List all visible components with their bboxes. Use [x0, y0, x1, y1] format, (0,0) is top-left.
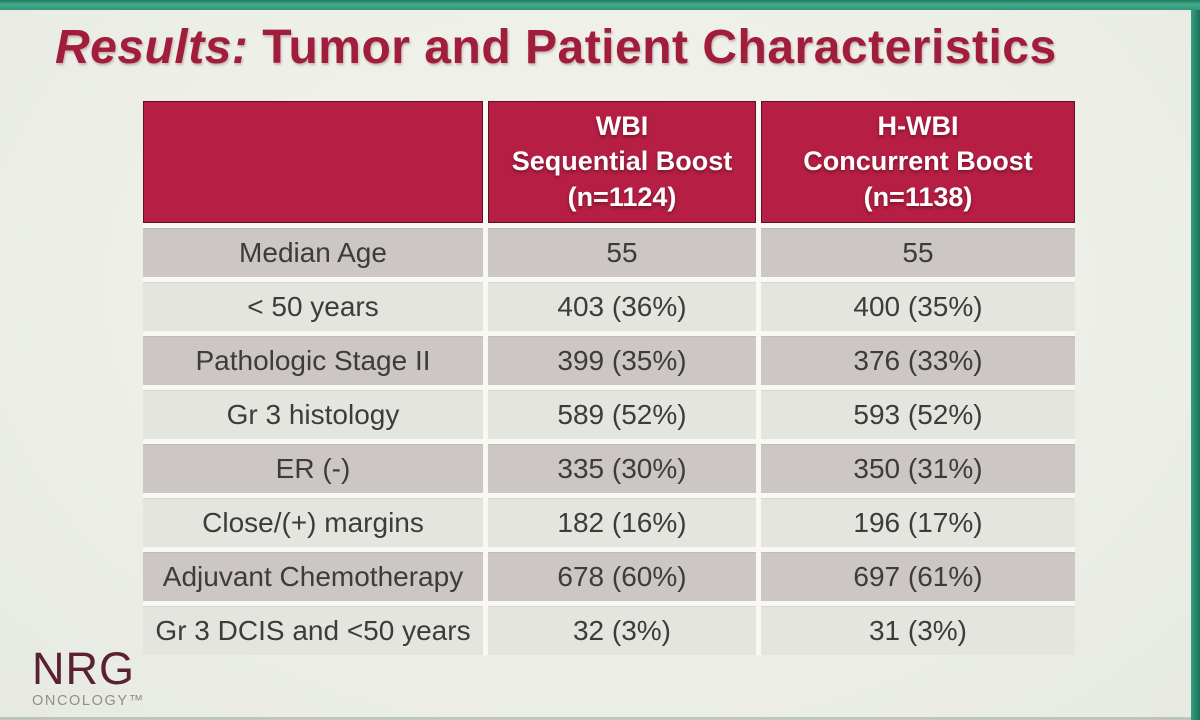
- row-pathologic-stage2-wbi-value: 399 (35%): [488, 336, 756, 385]
- nrg-oncology-logo: NRG ONCOLOGY™: [32, 646, 145, 709]
- row-adjuvant-chemotherapy-wbi-value: 678 (60%): [488, 552, 756, 601]
- row-gr3-dcis-under50-wbi-value: 32 (3%): [488, 606, 756, 655]
- slide-frame-bottom-edge: [0, 717, 1200, 720]
- tumor-patient-characteristics-table: WBI Sequential Boost (n=1124) H-WBI Conc…: [143, 101, 1075, 655]
- slide-title-results-emphasis: Results:: [55, 21, 249, 74]
- row-gr3-dcis-under50-label: Gr 3 DCIS and <50 years: [143, 606, 483, 655]
- row-median-age-hwbi-value: 55: [761, 228, 1075, 277]
- row-pathologic-stage2-label: Pathologic Stage II: [143, 336, 483, 385]
- slide-frame-right-edge: [1191, 0, 1200, 720]
- header-cell-hwbi-concurrent-boost: H-WBI Concurrent Boost (n=1138): [761, 101, 1075, 223]
- row-pathologic-stage2-hwbi-value: 376 (33%): [761, 336, 1075, 385]
- slide-title: Results: Tumor and Patient Characteristi…: [55, 20, 1057, 75]
- row-close-positive-margins-hwbi-value: 196 (17%): [761, 498, 1075, 547]
- row-under50-wbi-value: 403 (36%): [488, 282, 756, 331]
- row-er-negative-wbi-value: 335 (30%): [488, 444, 756, 493]
- slide-title-rest: Tumor and Patient Characteristics: [248, 21, 1057, 74]
- row-under50-hwbi-value: 400 (35%): [761, 282, 1075, 331]
- row-close-positive-margins-label: Close/(+) margins: [143, 498, 483, 547]
- row-close-positive-margins-wbi-value: 182 (16%): [488, 498, 756, 547]
- row-gr3-histology-hwbi-value: 593 (52%): [761, 390, 1075, 439]
- row-gr3-dcis-under50-hwbi-value: 31 (3%): [761, 606, 1075, 655]
- header-cell-empty: [143, 101, 483, 223]
- row-gr3-histology-wbi-value: 589 (52%): [488, 390, 756, 439]
- row-er-negative-hwbi-value: 350 (31%): [761, 444, 1075, 493]
- header-cell-wbi-sequential-boost: WBI Sequential Boost (n=1124): [488, 101, 756, 223]
- slide-frame-top-edge: [0, 0, 1200, 10]
- logo-nrg-text: NRG: [32, 643, 135, 694]
- row-median-age-wbi-value: 55: [488, 228, 756, 277]
- row-adjuvant-chemotherapy-label: Adjuvant Chemotherapy: [143, 552, 483, 601]
- row-gr3-histology-label: Gr 3 histology: [143, 390, 483, 439]
- logo-oncology-text: ONCOLOGY™: [32, 693, 145, 709]
- row-adjuvant-chemotherapy-hwbi-value: 697 (61%): [761, 552, 1075, 601]
- row-er-negative-label: ER (-): [143, 444, 483, 493]
- row-median-age-label: Median Age: [143, 228, 483, 277]
- row-under50-label: < 50 years: [143, 282, 483, 331]
